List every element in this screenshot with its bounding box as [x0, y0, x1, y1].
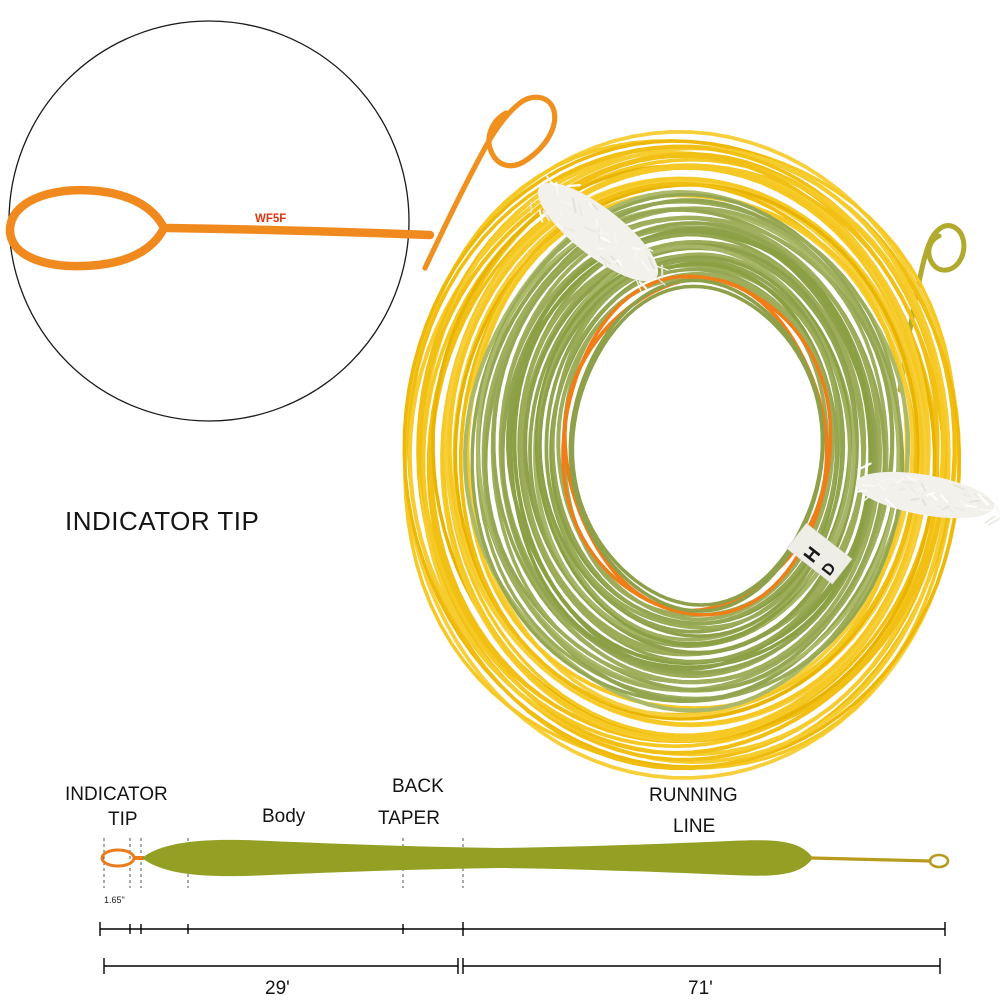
svg-text:INDICATOR TIP: INDICATOR TIP: [65, 506, 259, 536]
svg-text:71': 71': [688, 978, 713, 999]
svg-text:INDICATOR: INDICATOR: [65, 784, 168, 805]
svg-text:29': 29': [265, 978, 290, 999]
svg-text:Body: Body: [262, 806, 306, 827]
svg-text:TIP: TIP: [108, 809, 138, 830]
svg-text:1.65": 1.65": [104, 895, 125, 905]
svg-text:LINE: LINE: [673, 816, 715, 837]
svg-text:RUNNING: RUNNING: [649, 785, 738, 806]
svg-text:BACK: BACK: [392, 776, 444, 797]
svg-text:TAPER: TAPER: [378, 808, 440, 829]
svg-text:WF5F: WF5F: [255, 213, 286, 225]
